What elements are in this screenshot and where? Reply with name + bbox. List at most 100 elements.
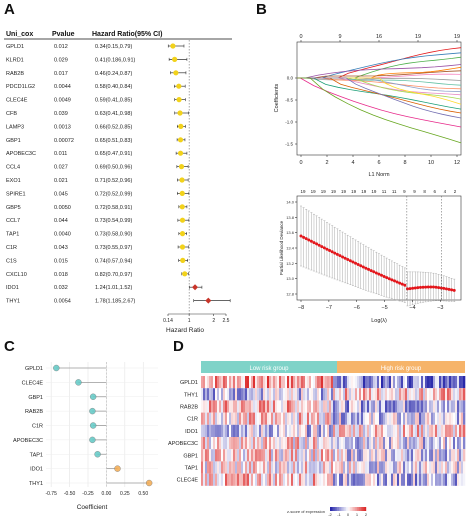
lasso-cv-plot: −8 −7 −6 −5 −4 −3 19 19 19 19 19 19 19 19 11 11 9 9 8 6 4 2 12…	[279, 189, 462, 324]
lasso-path-y-tick-label: -1.0	[285, 120, 293, 125]
heatmap-cell	[377, 449, 380, 462]
heatmap-cell	[283, 473, 286, 486]
heatmap-cell	[285, 400, 288, 413]
heatmap-cell	[307, 473, 310, 486]
heatmap-cell	[333, 424, 336, 437]
heatmap-cell	[463, 400, 466, 413]
lasso-cv-top-tick-label: 6	[433, 189, 436, 194]
heatmap-cell	[395, 437, 398, 450]
heatmap-cell	[407, 400, 410, 413]
heatmap-cell	[389, 449, 392, 462]
heatmap-cell	[225, 449, 228, 462]
heatmap-cell	[259, 473, 262, 486]
heatmap-legend-title: z-score of expression	[287, 509, 325, 514]
heatmap-cell	[437, 412, 440, 425]
heatmap-cell	[361, 388, 364, 401]
lasso-cv-point	[374, 271, 378, 275]
forest-point	[177, 110, 183, 116]
heatmap-cell	[411, 461, 414, 474]
heatmap-cell	[259, 424, 262, 437]
heatmap-cell	[273, 424, 276, 437]
heatmap-legend-swatch	[353, 507, 356, 511]
heatmap-cell	[273, 473, 276, 486]
heatmap-cell	[287, 400, 290, 413]
forest-gene-label: THY1	[6, 299, 20, 305]
heatmap-cell	[429, 461, 432, 474]
coefficient-x-tick-label: 0.25	[120, 491, 130, 497]
heatmap-cell	[205, 461, 208, 474]
forest-hr-text: 0.72(0.58,0.91)	[95, 205, 132, 211]
heatmap-cell	[327, 376, 330, 389]
heatmap-cell	[263, 449, 266, 462]
heatmap-cell	[303, 412, 306, 425]
heatmap-cell	[311, 473, 314, 486]
heatmap-cell	[243, 388, 246, 401]
lasso-path-series	[297, 77, 462, 81]
forest-hr-text: 1.78(1.185,2.67)	[95, 299, 136, 305]
heatmap-cell	[391, 424, 394, 437]
heatmap-cell	[359, 473, 362, 486]
lasso-cv-x-tick-label: −8	[298, 305, 304, 311]
heatmap-cell	[231, 437, 234, 450]
heatmap-cell	[245, 400, 248, 413]
heatmap-cell	[247, 424, 250, 437]
heatmap-cell	[329, 388, 332, 401]
heatmap-cell	[325, 412, 328, 425]
heatmap-cell	[289, 424, 292, 437]
heatmap-cell	[327, 461, 330, 474]
heatmap-cell	[405, 473, 408, 486]
lasso-cv-top-tick-label: 19	[351, 189, 357, 194]
coefficient-gene-label: IDO1	[30, 467, 43, 473]
heatmap-cell	[221, 437, 224, 450]
lasso-cv-top-tick-label: 19	[300, 189, 306, 194]
heatmap-cell	[255, 424, 258, 437]
heatmap-cell	[329, 400, 332, 413]
heatmap-cell	[453, 388, 456, 401]
heatmap-cell	[343, 424, 346, 437]
heatmap-cell	[211, 461, 214, 474]
heatmap-cell	[275, 437, 278, 450]
heatmap-cell	[445, 388, 448, 401]
heatmap-cell	[241, 412, 244, 425]
heatmap-cell	[453, 461, 456, 474]
heatmap-cell	[313, 473, 316, 486]
heatmap-cell	[259, 461, 262, 474]
forest-hr-text: 0.34(0.15,0.79)	[95, 44, 132, 50]
heatmap-cell	[283, 437, 286, 450]
heatmap-cell	[295, 449, 298, 462]
heatmap-cell	[455, 400, 458, 413]
heatmap-cell	[383, 473, 386, 486]
heatmap-cell	[299, 424, 302, 437]
heatmap-cell	[425, 437, 428, 450]
heatmap-cell	[357, 437, 360, 450]
forest-pvalue: 0.021	[54, 178, 68, 184]
heatmap-cell	[351, 376, 354, 389]
forest-point	[176, 97, 182, 103]
heatmap-cell	[251, 461, 254, 474]
heatmap-cell	[345, 412, 348, 425]
heatmap-cell	[395, 388, 398, 401]
heatmap-cell	[429, 376, 432, 389]
heatmap-cell	[345, 400, 348, 413]
heatmap-cell	[299, 461, 302, 474]
heatmap-cell	[415, 388, 418, 401]
panel-letter-c: C	[4, 338, 15, 355]
heatmap-cell	[327, 473, 330, 486]
heatmap-cell	[229, 461, 232, 474]
heatmap-cell	[251, 412, 254, 425]
heatmap-cell	[315, 437, 318, 450]
coefficient-point	[89, 393, 97, 400]
heatmap-cell	[363, 437, 366, 450]
heatmap-cell	[405, 424, 408, 437]
heatmap-cell	[287, 449, 290, 462]
heatmap-cell	[411, 412, 414, 425]
lasso-cv-point	[335, 252, 339, 256]
lasso-path-series	[297, 66, 462, 79]
heatmap-cell	[321, 388, 324, 401]
lasso-cv-point	[400, 282, 404, 286]
heatmap-cell	[381, 461, 384, 474]
heatmap-cell	[407, 449, 410, 462]
heatmap-cell	[247, 461, 250, 474]
heatmap-cell	[321, 437, 324, 450]
heatmap-cell	[379, 376, 382, 389]
